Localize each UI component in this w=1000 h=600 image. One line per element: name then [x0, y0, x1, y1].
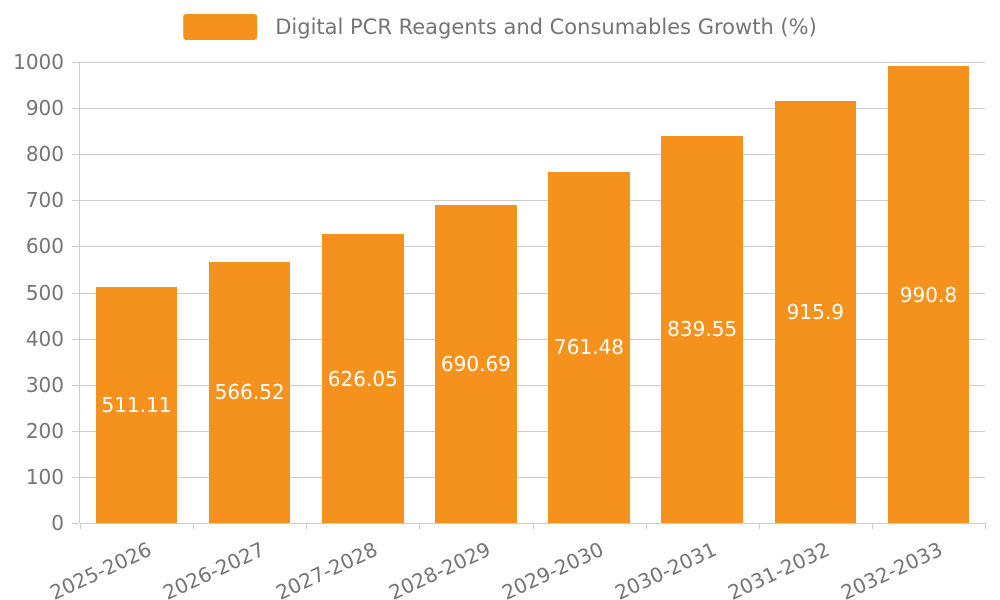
bar-value-label: 990.8	[899, 282, 958, 307]
grid-line	[80, 108, 985, 110]
y-axis-tick	[72, 338, 79, 340]
bar-value-label: 915.9	[786, 299, 844, 324]
x-tick-label: 2032-2033	[837, 537, 947, 600]
legend-swatch	[183, 14, 258, 40]
x-axis-tick	[758, 523, 760, 529]
y-axis-tick	[72, 108, 79, 110]
bar-value-label: 690.69	[440, 351, 511, 376]
x-tick-label: 2030-2031	[611, 537, 721, 600]
y-axis: 0 100 200 300 400 500 600 700 800 900 1000	[0, 50, 72, 535]
bar[interactable]: 915.9	[774, 100, 857, 523]
y-axis-tick	[72, 246, 79, 248]
x-tick-label: 2029-2030	[498, 537, 608, 600]
x-axis: 2025-2026 2026-2027 2027-2028 2028-2029 2029…	[46, 523, 986, 600]
y-tick-label: 200	[25, 418, 64, 443]
x-axis-tick	[306, 523, 308, 529]
bar-slot: 761.48	[533, 62, 646, 523]
bar-slot: 511.11	[80, 62, 193, 523]
x-tick-label: 2027-2028	[272, 537, 381, 600]
plot-area: 511.11 566.52 626.05 690.69 761.48 839.55 915.…	[72, 62, 985, 524]
x-axis-tick	[80, 523, 81, 529]
bar[interactable]: 511.11	[95, 287, 178, 523]
y-axis-tick	[72, 476, 79, 478]
grid-line	[80, 384, 985, 386]
bar-value-label: 511.11	[101, 393, 172, 418]
y-tick-label: 800	[25, 142, 64, 167]
x-tick-label: 2031-2032	[724, 537, 834, 600]
y-axis-tick	[72, 384, 79, 386]
grid-line	[80, 292, 985, 294]
bar-value-label: 761.48	[554, 335, 625, 360]
grid-line	[80, 62, 985, 63]
grid-line	[80, 338, 985, 340]
y-tick-label: 1000	[13, 50, 64, 74]
y-tick-label: 100	[25, 464, 64, 489]
legend-label: Digital PCR Reagents and Consumables Gro…	[275, 15, 817, 39]
x-axis-tick	[419, 523, 421, 529]
y-axis-tick	[72, 154, 79, 156]
y-tick-label: 600	[25, 234, 64, 259]
bar-slot: 839.55	[646, 62, 759, 523]
x-tick-label: 2028-2029	[385, 537, 495, 600]
y-axis-line	[79, 62, 80, 523]
legend[interactable]: Digital PCR Reagents and Consumables Gro…	[183, 14, 817, 40]
bar[interactable]: 839.55	[661, 135, 743, 523]
x-axis-tick	[871, 523, 873, 529]
bar[interactable]: 566.52	[208, 261, 291, 523]
bar[interactable]: 761.48	[548, 171, 630, 523]
x-tick-label: 2025-2026	[45, 537, 155, 600]
y-axis-tick	[72, 430, 79, 432]
bar[interactable]: 690.69	[435, 204, 517, 523]
bar-value-label: 626.05	[327, 366, 398, 391]
bar-value-label: 566.52	[214, 380, 285, 405]
bar-slot: 690.69	[419, 62, 532, 523]
y-tick-label: 900	[25, 96, 64, 121]
x-axis-tick	[985, 523, 986, 529]
y-tick-label: 300	[25, 372, 64, 397]
bar-slot: 990.8	[872, 62, 985, 523]
bar-slot: 626.05	[306, 62, 419, 523]
x-axis-tick	[532, 523, 534, 529]
grid-line	[80, 430, 985, 432]
x-tick-label: 2026-2027	[158, 537, 268, 600]
y-tick-label: 400	[25, 326, 64, 351]
bar-slot: 566.52	[193, 62, 306, 523]
y-tick-label: 0	[51, 511, 64, 535]
x-axis-tick	[645, 523, 647, 529]
y-axis-tick	[72, 62, 79, 63]
y-axis-tick	[72, 292, 79, 294]
bar[interactable]: 626.05	[322, 234, 404, 523]
grid-line	[80, 246, 985, 248]
bar[interactable]: 990.8	[887, 66, 970, 523]
grid-line	[80, 476, 985, 478]
y-tick-label: 500	[25, 280, 64, 305]
y-tick-label: 700	[25, 188, 64, 213]
x-axis-tick	[193, 523, 195, 529]
bar-slot: 915.9	[759, 62, 872, 523]
grid-line	[80, 200, 985, 202]
y-axis-tick	[72, 200, 79, 202]
y-axis-tick	[72, 523, 79, 524]
grid-line	[80, 154, 985, 156]
bar-value-label: 839.55	[667, 317, 738, 342]
